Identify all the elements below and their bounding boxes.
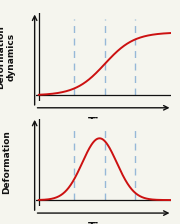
Text: Time: Time [88,222,119,224]
Text: Deformation
dynamics: Deformation dynamics [0,25,16,89]
Text: Time: Time [88,116,119,127]
Text: Deformation: Deformation [2,130,11,194]
